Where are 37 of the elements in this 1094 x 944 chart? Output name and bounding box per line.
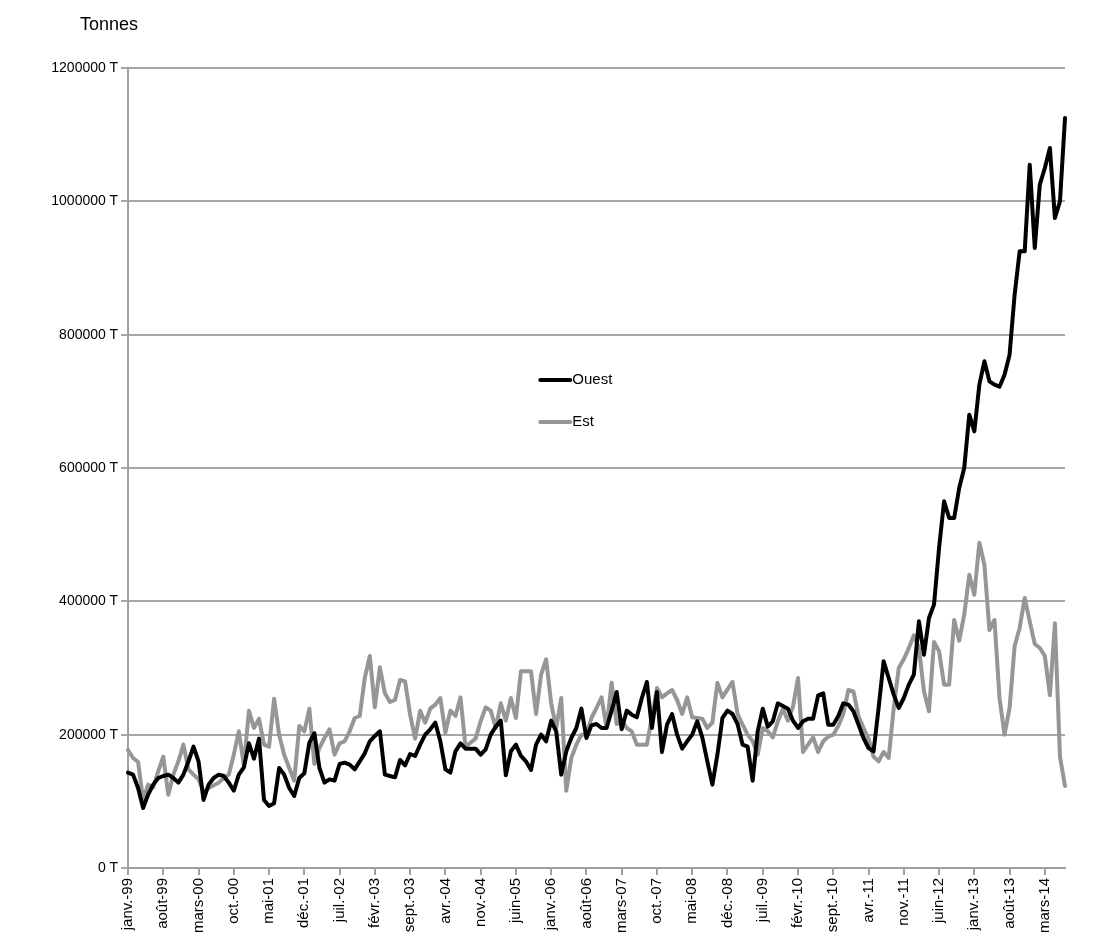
x-tick-label: août-13 — [999, 877, 1017, 929]
legend-label: Est — [572, 412, 595, 430]
x-tick-label: sept.-03 — [400, 877, 418, 933]
y-tick-label: 200000 T — [59, 725, 119, 742]
y-tick-label: 800000 T — [59, 325, 119, 342]
x-tick-label: mai-08 — [682, 877, 700, 924]
x-tick-label: oct.-07 — [647, 877, 665, 924]
y-tick-label: 0 T — [98, 858, 119, 875]
x-tick-label: août-99 — [153, 877, 171, 929]
x-tick-label: juin-12 — [929, 877, 947, 925]
x-tick-label: janv.-13 — [964, 877, 982, 932]
x-tick-label: déc.-01 — [294, 877, 312, 929]
x-tick-label: janv.-99 — [118, 877, 136, 932]
x-tick-label: juil.-09 — [752, 877, 770, 924]
y-tick-label: 1200000 T — [51, 58, 119, 75]
x-tick-label: oct.-00 — [223, 877, 241, 924]
x-tick-label: mars-07 — [611, 877, 629, 933]
x-tick-label: août-06 — [576, 877, 594, 929]
x-tick-label: avr.-04 — [435, 877, 453, 924]
y-axis-title: Tonnes — [80, 13, 139, 34]
x-tick-label: nov.-04 — [470, 877, 488, 927]
x-tick-label: mars-00 — [188, 877, 206, 933]
x-tick-label: janv.-06 — [541, 877, 559, 932]
y-tick-label: 400000 T — [59, 592, 119, 609]
x-tick-label: avr.-11 — [858, 877, 876, 923]
x-tick-label: févr.-03 — [364, 877, 382, 929]
x-tick-label: mai-01 — [259, 877, 277, 924]
x-tick-label: juil.-02 — [329, 877, 347, 924]
x-tick-label: févr.-10 — [788, 877, 806, 929]
x-tick-label: sept.-10 — [823, 877, 841, 933]
legend-label: Ouest — [572, 370, 614, 388]
x-tick-label: juin-05 — [506, 877, 524, 925]
y-tick-label: 600000 T — [59, 458, 119, 475]
x-tick-label: nov.-11 — [893, 877, 911, 926]
y-tick-label: 1000000 T — [51, 192, 119, 209]
x-tick-label: mars-14 — [1034, 877, 1052, 933]
x-tick-label: déc.-08 — [717, 877, 735, 929]
